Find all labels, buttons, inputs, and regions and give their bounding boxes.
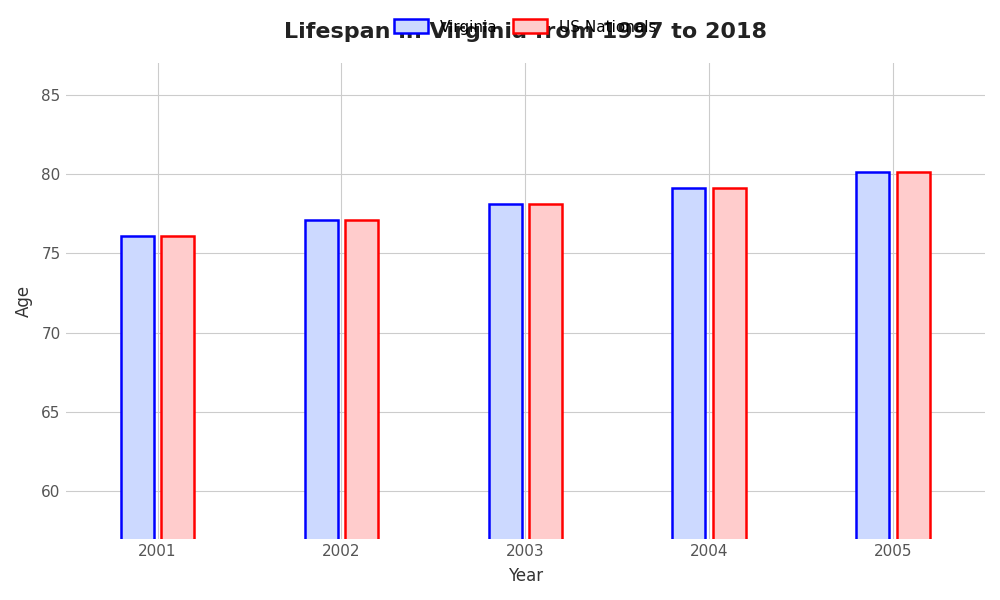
Bar [713,188,746,600]
Bar [529,204,562,600]
Bar [672,188,705,600]
Y-axis label: Age: Age [15,285,33,317]
Bar [305,220,338,600]
Legend: Virginia, US Nationals: Virginia, US Nationals [388,13,662,41]
Bar [161,236,194,600]
Title: Lifespan in Virginia from 1997 to 2018: Lifespan in Virginia from 1997 to 2018 [284,22,767,42]
Bar [856,172,889,600]
X-axis label: Year: Year [508,567,543,585]
Bar [345,220,378,600]
Bar [489,204,522,600]
Bar [121,236,154,600]
Bar [897,172,930,600]
